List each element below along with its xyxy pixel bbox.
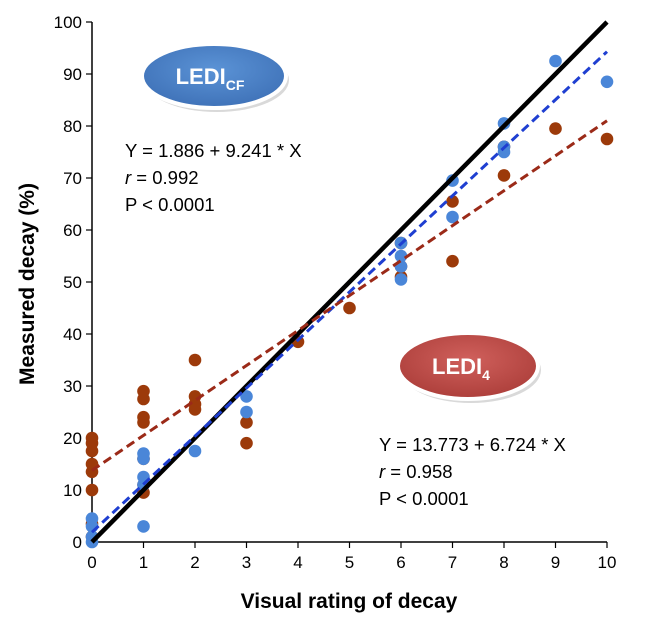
x-tick-label: 2 xyxy=(190,553,199,572)
ledi-4-point xyxy=(188,353,202,367)
y-tick-label: 30 xyxy=(63,377,82,396)
x-tick-label: 8 xyxy=(499,553,508,572)
ledi-4-point xyxy=(343,301,356,315)
ledi-4-point xyxy=(549,122,562,135)
ledi-cf-r-value: = 0.992 xyxy=(131,167,198,188)
ledi-cf-point xyxy=(394,273,408,286)
ledi-cf-p: P < 0.0001 xyxy=(125,194,215,215)
x-tick-label: 10 xyxy=(598,553,617,572)
ledi-4-badge: LEDI4 xyxy=(396,331,541,403)
data-points xyxy=(85,54,614,549)
fit-lines xyxy=(90,20,609,544)
x-tick-label: 6 xyxy=(396,553,405,572)
x-tick-label: 5 xyxy=(345,553,354,572)
ledi-cf-badge-label: LEDI xyxy=(176,64,226,89)
x-tick-label: 1 xyxy=(139,553,148,572)
x-tick-label: 0 xyxy=(87,553,96,572)
ledi-4-point xyxy=(600,132,614,146)
ledi-cf-point xyxy=(188,444,202,458)
x-tick-label: 4 xyxy=(293,553,302,572)
y-tick-label: 100 xyxy=(54,13,82,32)
svg-text:LEDICF: LEDICF xyxy=(176,64,245,93)
y-axis-title: Measured decay (%) xyxy=(16,183,39,385)
svg-text:LEDI4: LEDI4 xyxy=(432,354,490,383)
ledi-4-point xyxy=(446,195,459,208)
x-tick-label: 9 xyxy=(551,553,560,572)
ledi-4-point xyxy=(240,416,253,429)
ledi-cf-point xyxy=(446,210,459,224)
ledi-cf-point xyxy=(394,249,408,263)
ledi-cf-point xyxy=(240,390,253,403)
ledi-4-point xyxy=(446,254,459,268)
y-tick-label: 80 xyxy=(63,117,82,136)
y-tick-label: 10 xyxy=(63,481,82,500)
ledi-4-fit-line xyxy=(91,119,608,472)
y-tick-label: 90 xyxy=(63,65,82,84)
ledi-cf-point xyxy=(549,54,562,68)
y-tick-label: 70 xyxy=(63,169,82,188)
y-tick-label: 20 xyxy=(63,429,82,448)
ledi-4-point xyxy=(137,384,150,398)
ledi-4-badge-label: LEDI xyxy=(432,354,482,379)
y-tick-label: 60 xyxy=(63,221,82,240)
y-tick-label: 0 xyxy=(73,533,82,552)
ledi-cf-point xyxy=(240,405,253,419)
y-tick-label: 50 xyxy=(63,273,82,292)
ledi-4-point xyxy=(497,169,511,182)
x-axis-title: Visual rating of decay xyxy=(241,590,458,613)
ledi-cf-point xyxy=(85,512,99,525)
ledi-cf-equation: Y = 1.886 + 9.241 * X xyxy=(125,140,302,161)
ledi-cf-point xyxy=(137,520,150,533)
ledi-4-equation: Y = 13.773 + 6.724 * X xyxy=(379,434,566,455)
ledi-4-p: P < 0.0001 xyxy=(379,488,469,509)
identity-line xyxy=(90,20,609,544)
x-ticks: 0 1 2 3 4 5 6 7 8 9 10 xyxy=(87,542,616,572)
ledi-cf-r: r = 0.992 xyxy=(125,167,199,188)
ledi-cf-point xyxy=(600,75,614,89)
ledi-cf-fit-line xyxy=(90,50,609,534)
ledi-cf-point xyxy=(137,447,150,460)
ledi-cf-badge-sub: CF xyxy=(226,77,245,93)
x-tick-label: 7 xyxy=(448,553,457,572)
ledi-cf-r-symbol: r xyxy=(125,167,132,188)
ledi-4-r-symbol: r xyxy=(379,461,386,482)
ledi-4-point xyxy=(240,436,253,450)
ledi-4-point xyxy=(85,431,99,445)
ledi-4-point xyxy=(85,483,99,497)
x-tick-label: 3 xyxy=(242,553,251,572)
y-tick-label: 40 xyxy=(63,325,82,344)
ledi-4-r-value: = 0.958 xyxy=(385,461,452,482)
ledi-4-r: r = 0.958 xyxy=(379,461,453,482)
ledi-4-point xyxy=(137,410,150,424)
ledi-4-badge-sub: 4 xyxy=(482,367,490,383)
ledi-cf-badge: LEDICF xyxy=(140,42,289,112)
y-ticks: 0 10 20 30 40 50 60 70 80 90 100 xyxy=(54,13,92,552)
